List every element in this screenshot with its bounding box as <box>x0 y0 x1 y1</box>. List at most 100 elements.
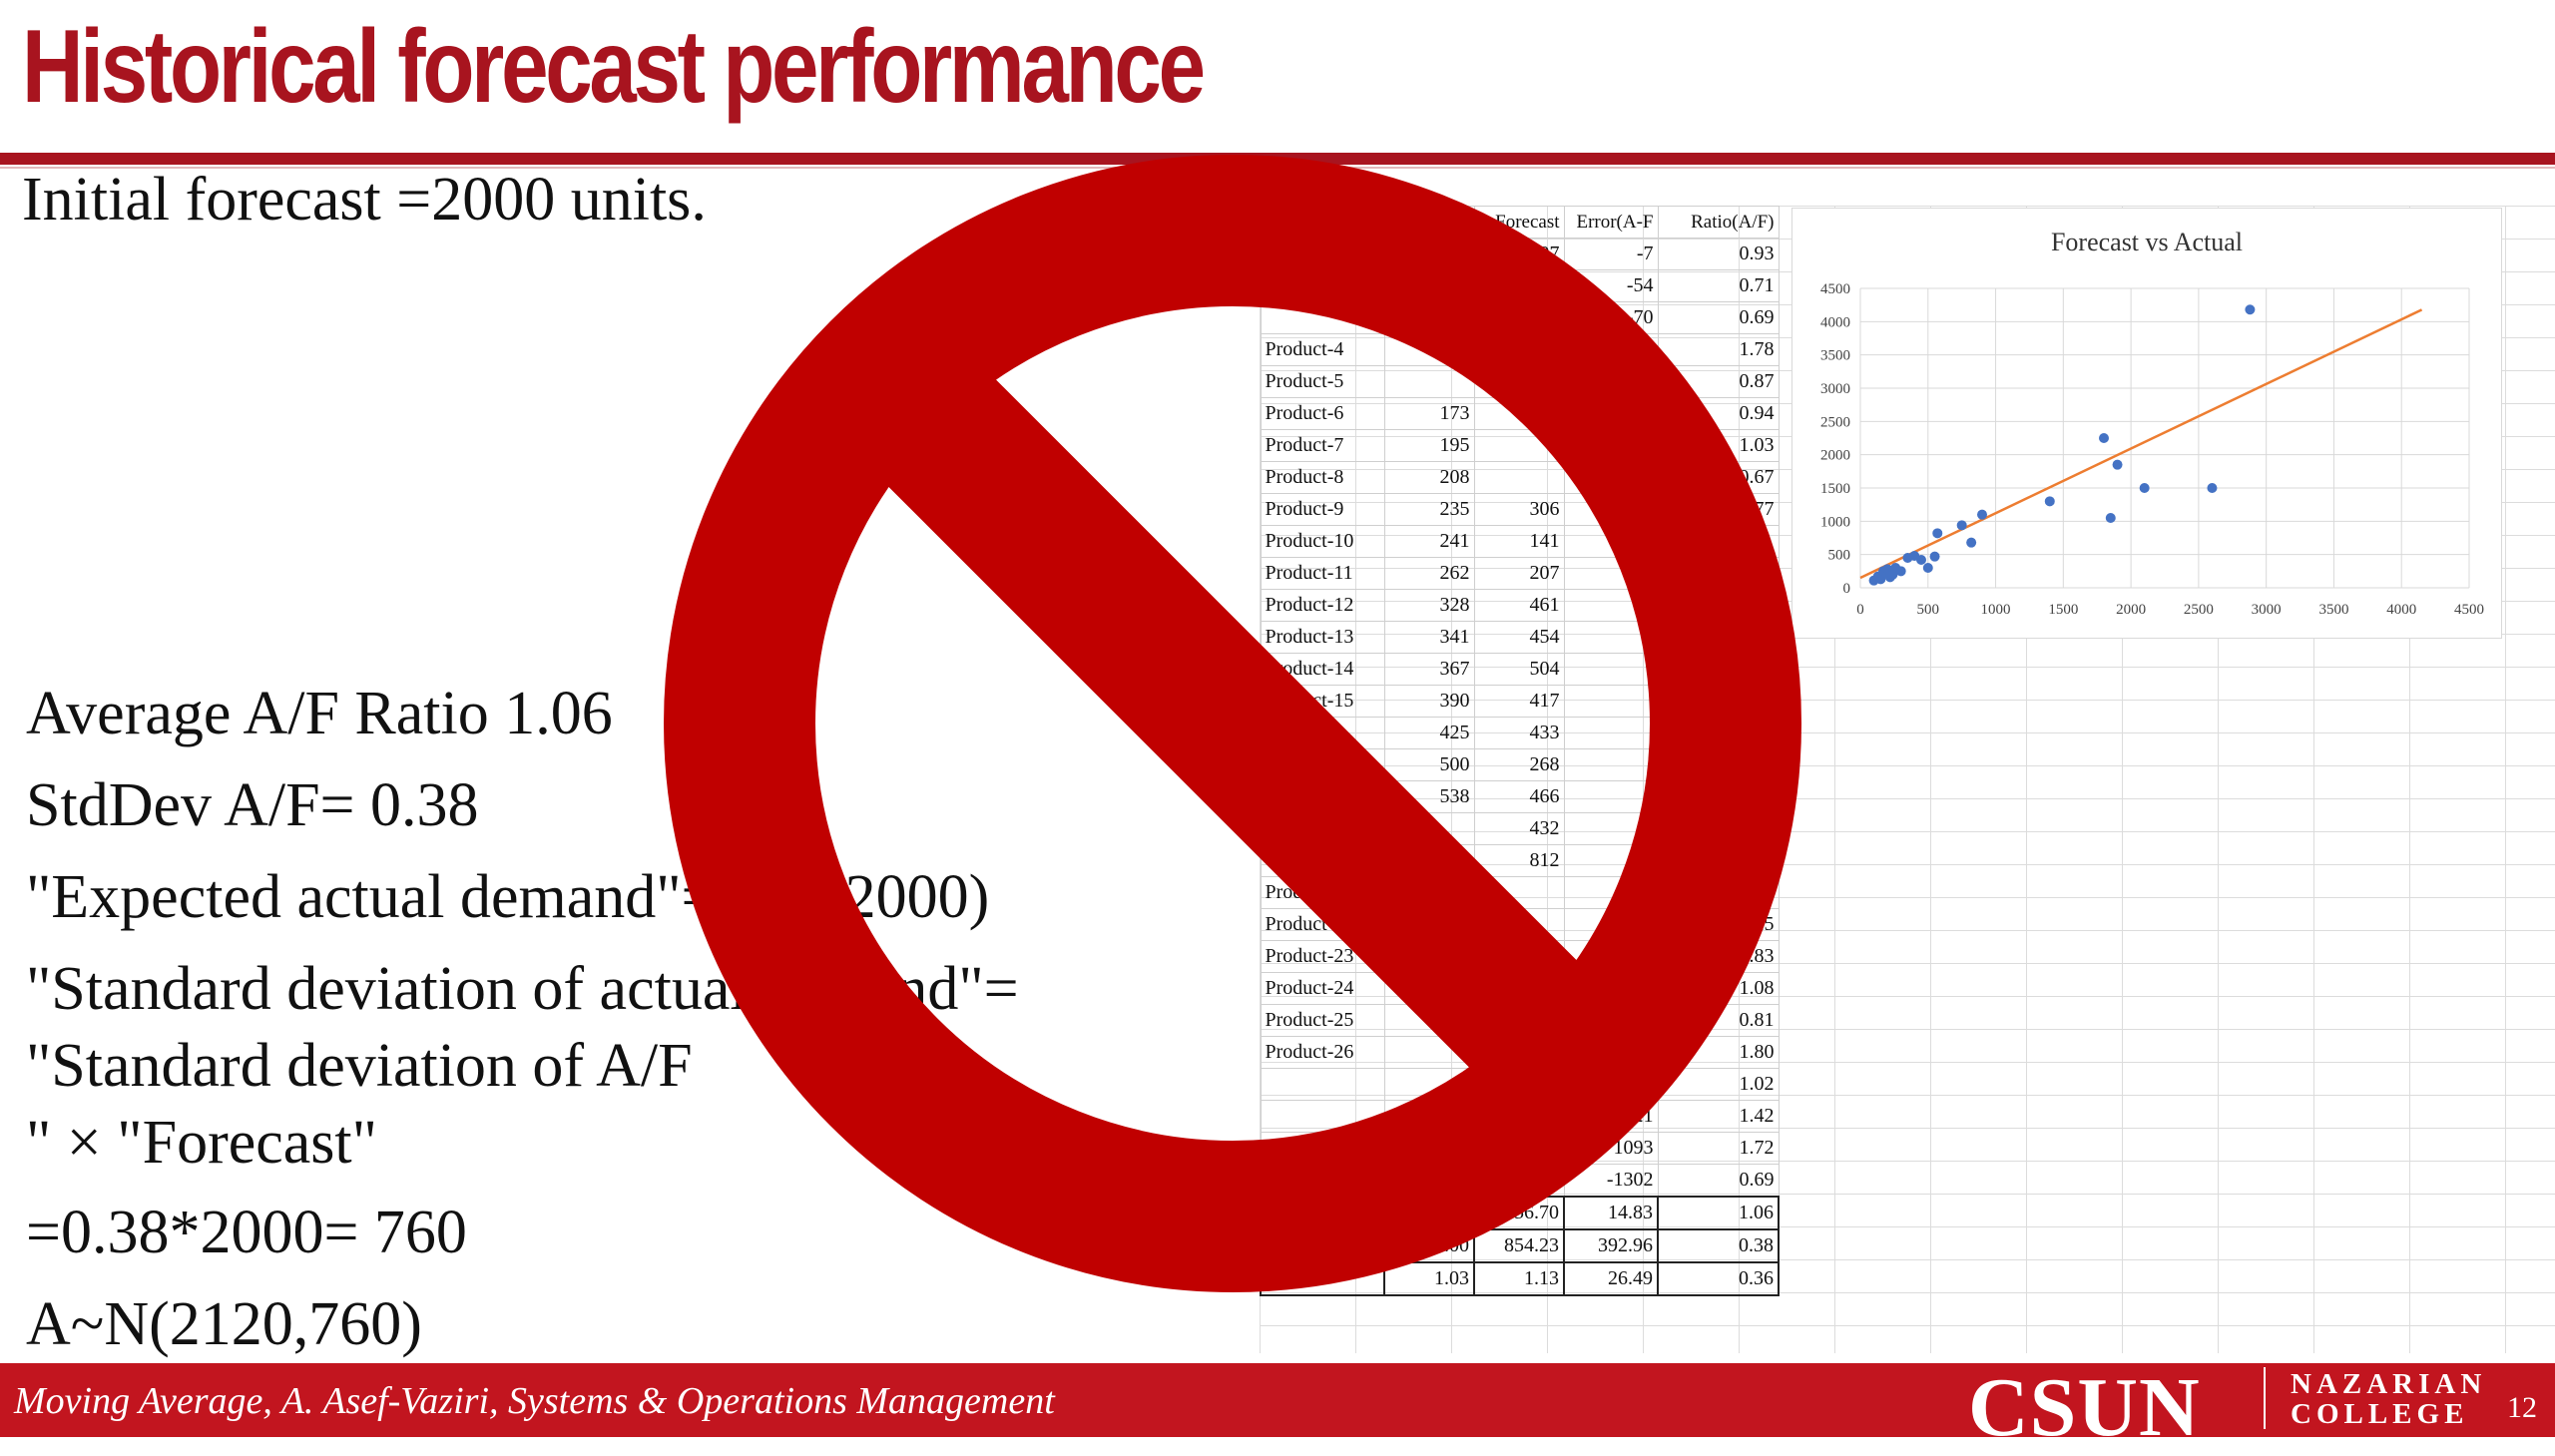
y-tick-label: 4000 <box>1820 314 1850 330</box>
table-cell: 26.49 <box>1563 1261 1659 1296</box>
table-cell: 461 <box>1473 589 1565 622</box>
data-point <box>2044 496 2055 507</box>
table-cell: 390 <box>1383 685 1475 718</box>
table-cell: 341 <box>1383 621 1475 654</box>
x-tick-label: 2500 <box>2184 602 2214 618</box>
scatter-chart: Forecast vs Actual 0 500 1000 1500 2000 2500 30… <box>1791 208 2502 639</box>
table-cell: Product-10 <box>1260 525 1385 558</box>
data-point <box>1932 528 1943 539</box>
table-cell: 328 <box>1383 589 1475 622</box>
table-cell: 1.13 <box>1473 1261 1565 1296</box>
y-tick-label: 4500 <box>1820 281 1850 297</box>
table-cell: Product-8 <box>1260 461 1385 494</box>
table-cell: 433 <box>1473 717 1565 749</box>
table-cell: 208 <box>1383 461 1475 494</box>
table-cell: Ratio(A/F) <box>1657 206 1780 239</box>
prohibition-icon <box>664 155 1801 1292</box>
y-tick-label: 500 <box>1828 548 1851 564</box>
table-cell: Error(A-F <box>1563 206 1659 239</box>
chart-svg: Forecast vs Actual 0 500 1000 1500 2000 2500 30… <box>1820 228 2484 618</box>
x-tick-label: 1000 <box>1981 602 2011 618</box>
x-tick-label: 3500 <box>2318 602 2348 618</box>
table-cell: 0.93 <box>1657 238 1780 270</box>
x-tick-label: 1500 <box>2048 602 2078 618</box>
data-point <box>1956 520 1967 531</box>
data-point <box>2207 483 2218 493</box>
table-cell: Product-13 <box>1260 621 1385 654</box>
y-tick-label: 3000 <box>1820 381 1850 397</box>
table-cell: Product-9 <box>1260 493 1385 526</box>
table-cell: 466 <box>1473 780 1565 813</box>
table-cell: 367 <box>1383 653 1475 686</box>
table-cell: 0.36 <box>1657 1261 1780 1296</box>
y-tick-label: 3500 <box>1820 348 1850 364</box>
data-point <box>1977 509 1987 520</box>
x-tick-label: 4500 <box>2454 602 2484 618</box>
table-cell: Product-11 <box>1260 557 1385 590</box>
sd-demand-line3: " × "Forecast" <box>26 1109 377 1177</box>
data-point <box>2105 513 2116 523</box>
table-cell: 207 <box>1473 557 1565 590</box>
table-cell: Product-14 <box>1260 653 1385 686</box>
table-cell: Product-6 <box>1260 397 1385 430</box>
data-point <box>1922 563 1933 573</box>
y-tick-label: 1500 <box>1820 481 1850 497</box>
y-tick-label: 0 <box>1843 581 1851 597</box>
y-tick-label: 1000 <box>1820 514 1850 530</box>
table-cell: 195 <box>1383 429 1475 462</box>
table-cell: 141 <box>1473 525 1565 558</box>
x-tick-label: 3000 <box>2252 602 2282 618</box>
x-tick-label: 2000 <box>2116 602 2146 618</box>
table-cell: 262 <box>1383 557 1475 590</box>
table-cell: 0.69 <box>1657 1164 1780 1198</box>
table-cell: 1.78 <box>1657 333 1780 366</box>
x-tick-label: 0 <box>1856 602 1864 618</box>
logo-sub-college: COLLEGE <box>2291 1398 2469 1430</box>
csun-logo: CSUN <box>1968 1361 2201 1454</box>
distribution-text: A~N(2120,760) <box>26 1290 422 1358</box>
average-ratio-text: Average A/F Ratio 1.06 <box>26 680 613 747</box>
table-cell: 500 <box>1383 748 1475 781</box>
table-cell: 235 <box>1383 493 1475 526</box>
x-tick-label: 500 <box>1917 602 1940 618</box>
chart-title: Forecast vs Actual <box>2051 228 2243 256</box>
trend-line <box>1859 308 2423 580</box>
calc-text: =0.38*2000= 760 <box>26 1199 467 1266</box>
table-cell: Product-25 <box>1260 1004 1385 1037</box>
table-cell: 1.42 <box>1657 1100 1780 1133</box>
footer-bar <box>0 1363 2555 1437</box>
x-tick-label: 4000 <box>2386 602 2416 618</box>
data-point <box>1916 555 1926 565</box>
logo-divider <box>2264 1367 2266 1429</box>
table-cell: 14.83 <box>1563 1196 1659 1230</box>
table-cell: 432 <box>1473 812 1565 845</box>
table-cell: 1.72 <box>1657 1132 1780 1165</box>
data-point <box>1929 551 1940 562</box>
data-point <box>1895 566 1906 577</box>
table-cell: 417 <box>1473 685 1565 718</box>
table-cell: Product-12 <box>1260 589 1385 622</box>
table-cell: 1.06 <box>1657 1196 1780 1230</box>
initial-forecast-text: Initial forecast =2000 units. <box>22 166 707 234</box>
table-cell <box>1563 717 1659 749</box>
data-point <box>1966 537 1977 548</box>
page-number: 12 <box>2507 1391 2537 1424</box>
table-cell <box>1260 1068 1385 1101</box>
nazarian-logo: NAZARIAN COLLEGE <box>2291 1369 2486 1429</box>
stddev-ratio-text: StdDev A/F= 0.38 <box>26 771 479 839</box>
table-cell: 392.96 <box>1563 1228 1659 1263</box>
sd-demand-line2: "Standard deviation of A/F <box>26 1032 693 1100</box>
table-cell: 0.38 <box>1657 1228 1780 1263</box>
table-cell: 425 <box>1383 717 1475 749</box>
table-cell: 0.71 <box>1657 269 1780 302</box>
y-tick-label: 2500 <box>1820 414 1850 430</box>
table-cell: 454 <box>1473 621 1565 654</box>
table-cell <box>1563 748 1659 781</box>
table-cell: 854.23 <box>1473 1228 1565 1263</box>
slide-title: Historical forecast performance <box>22 9 1206 125</box>
y-tick-label: 2000 <box>1820 448 1850 464</box>
data-point <box>2245 304 2256 315</box>
table-cell <box>1563 685 1659 718</box>
data-point <box>2112 459 2123 470</box>
data-point <box>2099 433 2109 443</box>
